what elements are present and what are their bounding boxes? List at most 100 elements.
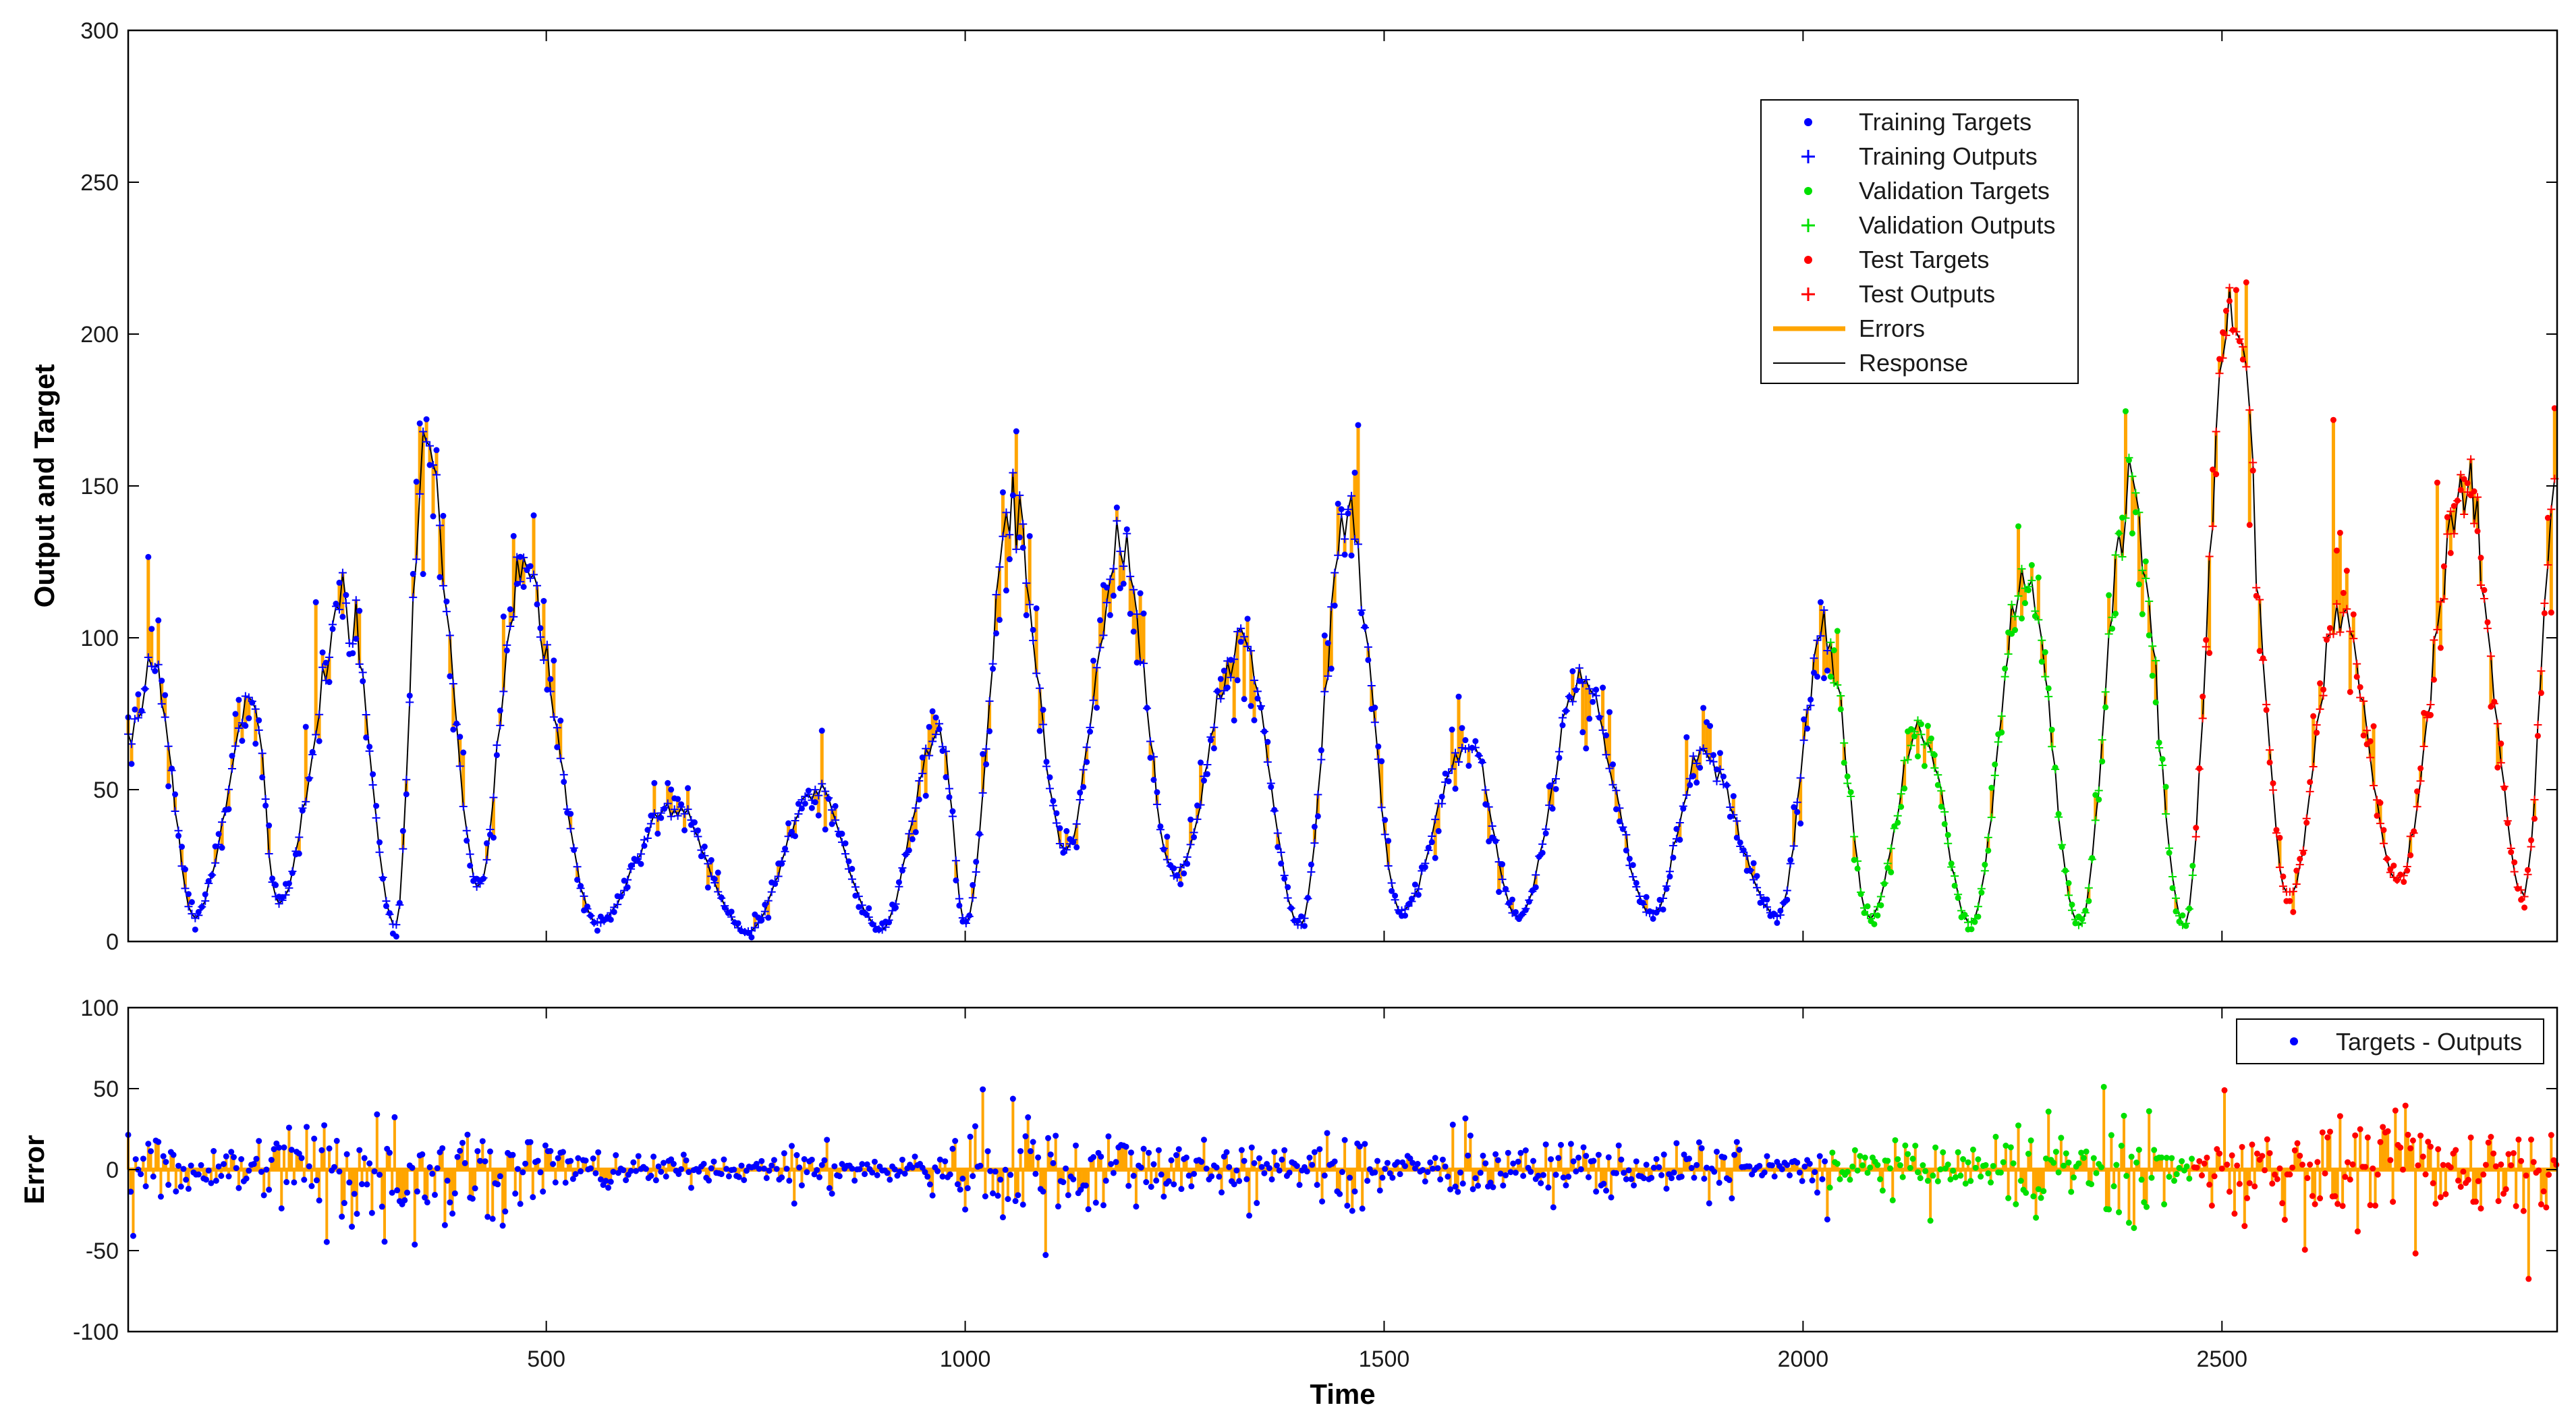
error-marker [2208, 1202, 2215, 1209]
error-marker [2201, 1160, 2208, 1167]
error-marker [1452, 1183, 1459, 1190]
target-marker [2370, 723, 2377, 730]
output-marker [2138, 566, 2147, 575]
target-marker [1774, 919, 1781, 926]
output-marker [1300, 914, 1309, 923]
target-marker [2085, 898, 2092, 904]
error-marker [514, 1166, 521, 1172]
target-marker [1503, 885, 1509, 892]
output-marker [1253, 687, 1262, 696]
error-marker [457, 1147, 464, 1154]
error-marker [2063, 1150, 2069, 1157]
output-marker [1341, 535, 1349, 543]
target-marker [711, 876, 718, 883]
output-marker [1729, 811, 1738, 819]
output-marker [945, 784, 953, 793]
target-marker [983, 761, 990, 767]
output-marker [1743, 852, 1752, 861]
error-marker [1962, 1180, 1969, 1187]
output-marker [1263, 758, 1272, 767]
error-marker [2377, 1139, 2384, 1145]
target-marker [1737, 839, 1743, 846]
target-marker [2149, 672, 2156, 679]
target-marker [1549, 805, 1556, 812]
target-marker [1961, 911, 1968, 918]
error-marker [2510, 1150, 2517, 1157]
response-y-tick-label: 150 [80, 474, 119, 499]
target-marker [1318, 747, 1324, 754]
output-marker [1106, 575, 1115, 584]
target-marker [2162, 784, 2169, 790]
target-marker [1770, 910, 1777, 917]
output-marker [811, 786, 820, 794]
output-marker [2242, 362, 2251, 371]
error-marker [926, 1181, 933, 1188]
output-marker [905, 829, 914, 838]
error-marker [540, 1189, 547, 1195]
error-marker [1276, 1167, 1283, 1174]
output-marker [1227, 673, 1235, 682]
target-marker [547, 676, 554, 682]
error-marker [613, 1152, 619, 1159]
output-marker [1331, 568, 1339, 577]
target-marker [2176, 918, 2183, 925]
error-marker [2387, 1157, 2394, 1164]
error-marker [1969, 1146, 1976, 1153]
error-marker [1955, 1149, 1961, 1155]
output-marker [2034, 616, 2043, 624]
output-marker [2527, 842, 2536, 851]
target-marker [1187, 816, 1194, 823]
error-marker [404, 1189, 411, 1196]
target-marker [587, 912, 594, 919]
error-marker [700, 1160, 707, 1167]
target-marker [1938, 803, 1944, 810]
error-marker [1613, 1170, 1619, 1176]
error-marker [1457, 1169, 1463, 1176]
error-marker [1359, 1205, 1366, 1212]
error-marker [1688, 1165, 1695, 1172]
error-marker [2390, 1199, 2397, 1205]
error-marker [864, 1161, 870, 1168]
target-marker [869, 921, 876, 927]
target-marker [450, 726, 457, 733]
target-marker [1552, 786, 1559, 792]
error-marker [2246, 1180, 2253, 1186]
target-marker [1465, 763, 1472, 769]
output-marker [2292, 879, 2301, 888]
output-marker [496, 721, 505, 730]
error-marker [1779, 1166, 1785, 1172]
error-marker [2058, 1135, 2065, 1141]
output-marker [1823, 646, 1832, 655]
output-marker [1944, 839, 1953, 848]
error-marker [1593, 1189, 1600, 1195]
target-marker [1096, 617, 1103, 624]
target-marker [963, 918, 970, 925]
error-marker [2457, 1183, 2464, 1190]
output-marker [2098, 736, 2106, 744]
output-marker [1152, 800, 1161, 809]
output-marker [2168, 873, 2177, 881]
error-marker [2266, 1150, 2273, 1157]
error-marker [2088, 1181, 2095, 1188]
error-marker [2005, 1195, 2012, 1201]
error-marker [211, 1148, 217, 1155]
error-marker [1017, 1148, 1024, 1155]
output-marker [982, 744, 990, 753]
target-marker [1525, 898, 1532, 905]
error-marker [2447, 1164, 2454, 1171]
target-marker [1046, 774, 1053, 781]
target-marker [1288, 905, 1295, 912]
error-marker [2110, 1183, 2117, 1190]
output-marker [985, 697, 994, 705]
error-marker [2093, 1170, 2100, 1176]
target-marker [1992, 761, 1998, 768]
error-marker [228, 1149, 235, 1155]
error-marker [1716, 1180, 1723, 1186]
target-marker [798, 805, 805, 812]
target-marker [2276, 834, 2283, 841]
output-marker [459, 802, 468, 811]
target-marker [386, 910, 393, 917]
target-marker [808, 804, 815, 811]
output-marker [1126, 572, 1135, 581]
error-marker [2276, 1165, 2283, 1172]
